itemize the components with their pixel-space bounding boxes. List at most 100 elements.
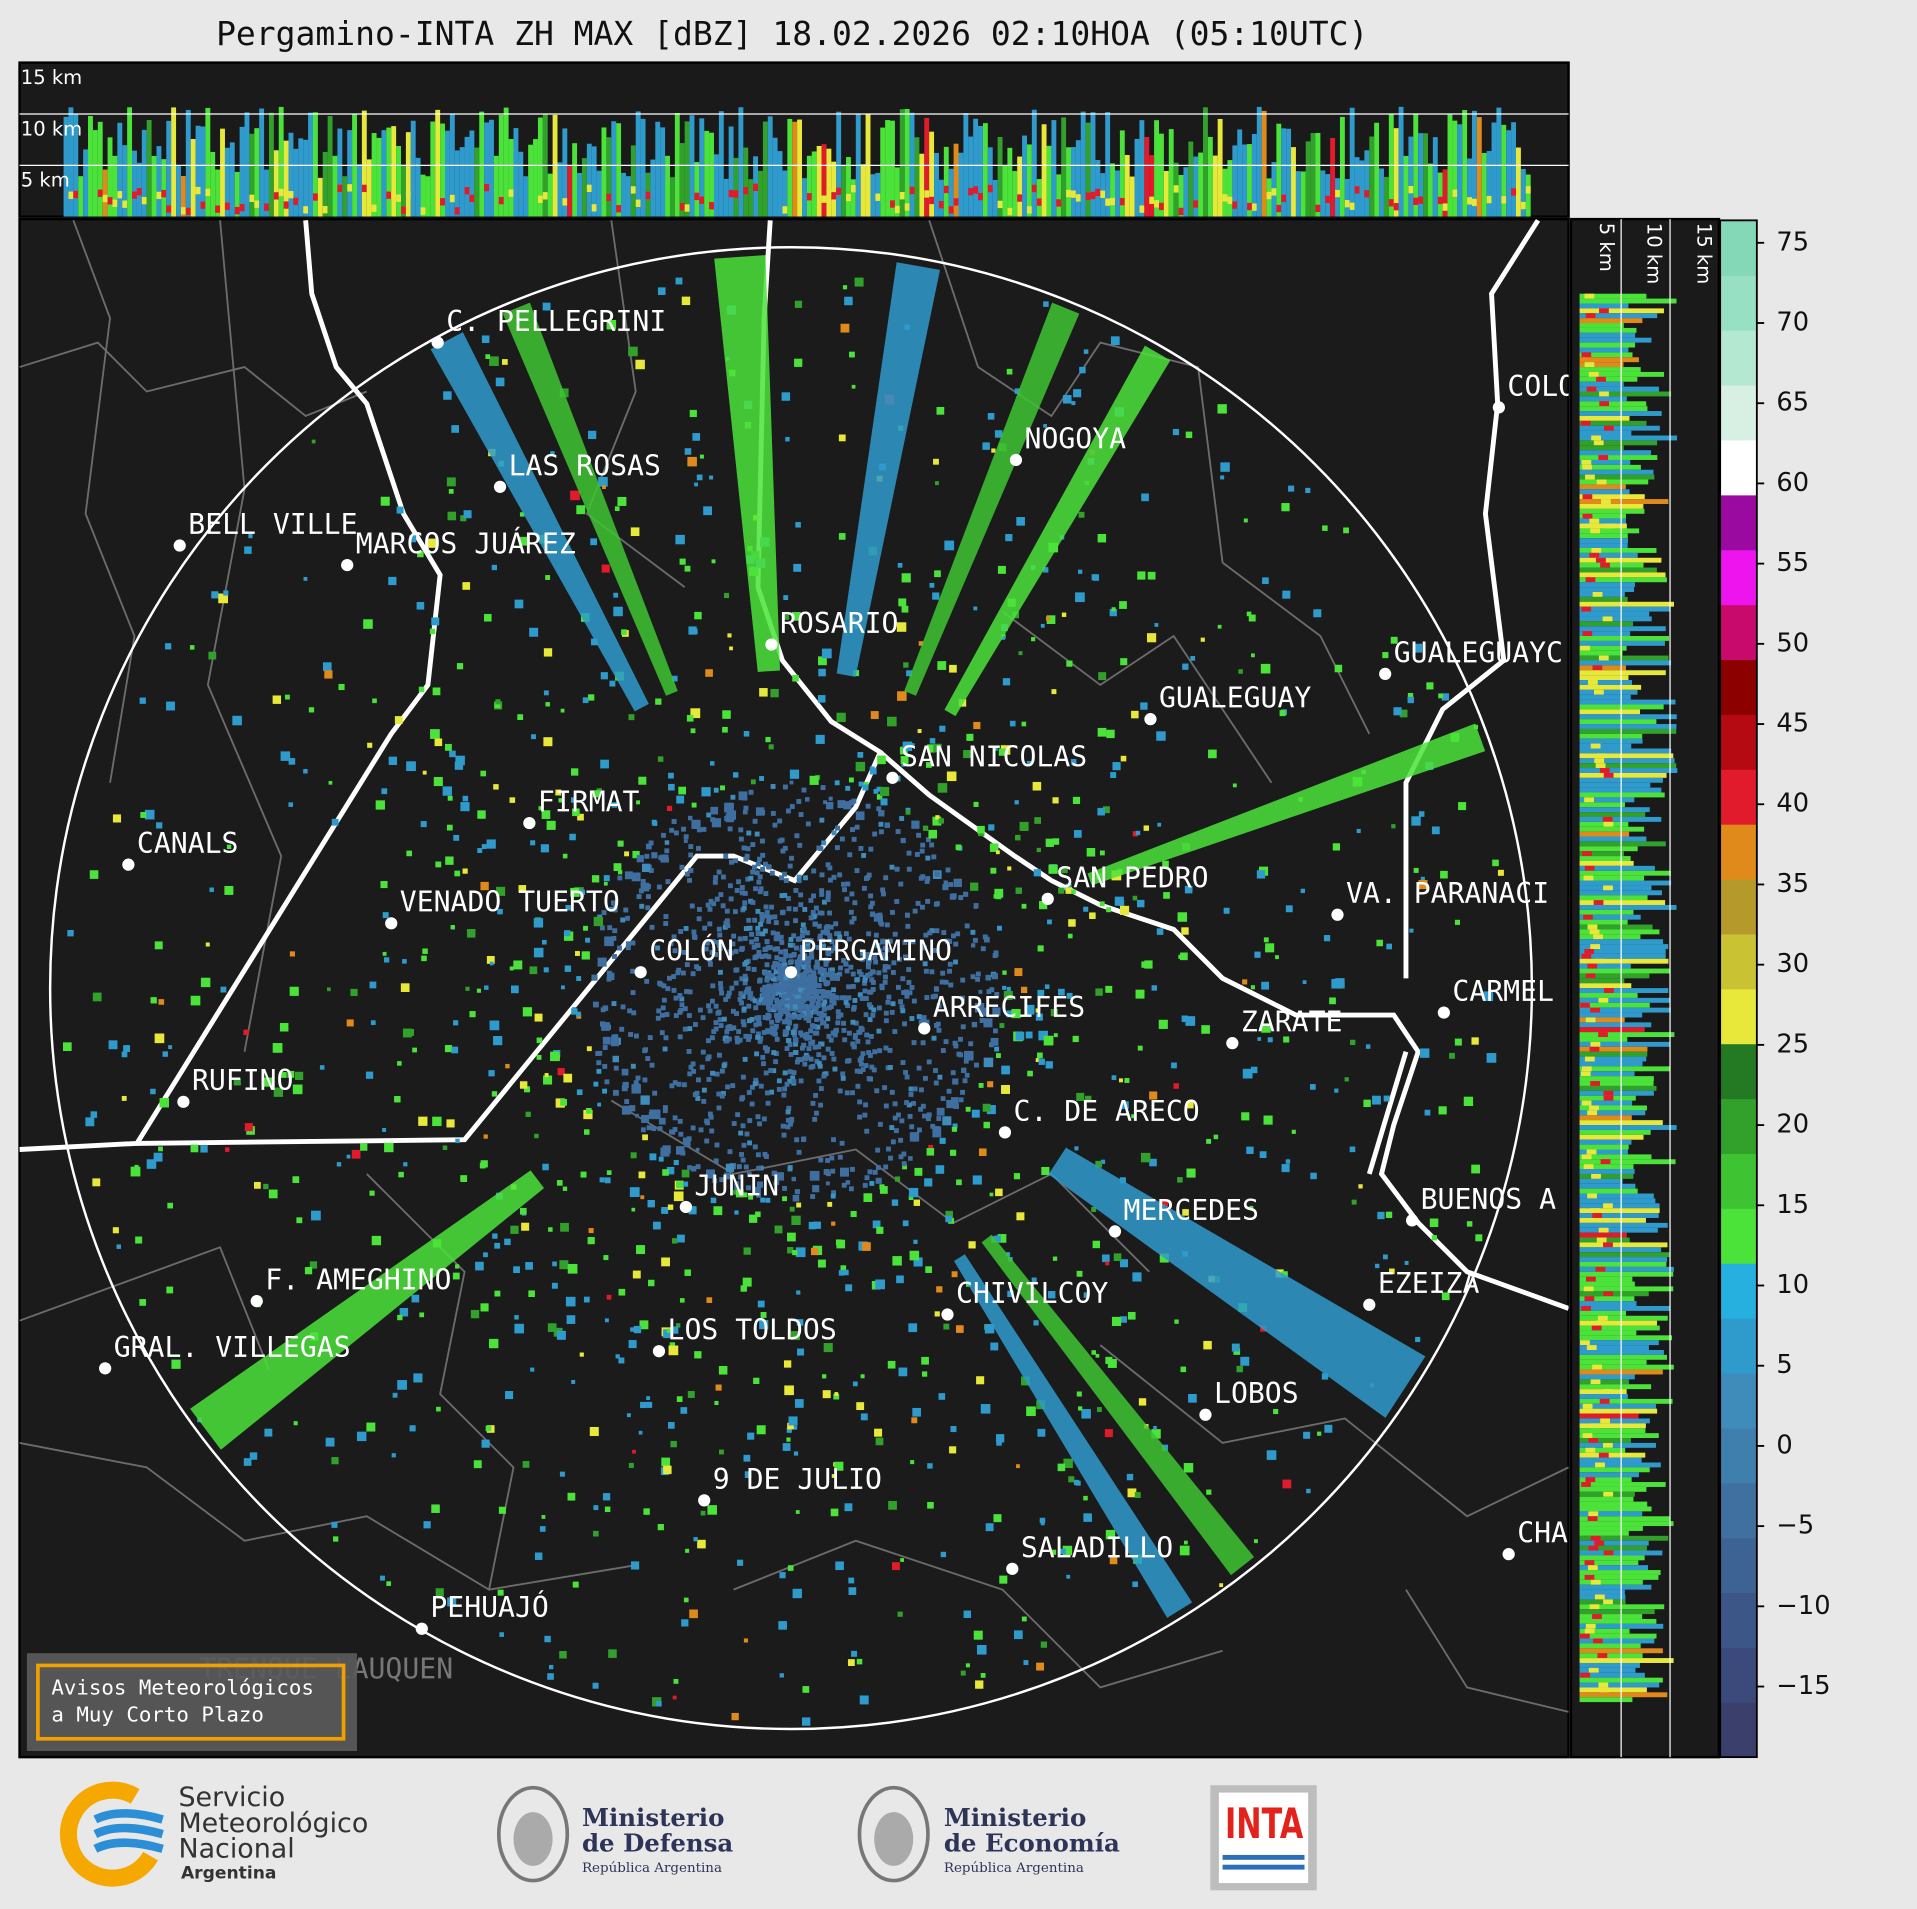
echo [485,354,491,359]
profile-echo [112,155,118,217]
profile-echo [1579,1247,1662,1253]
echo [777,1003,783,1009]
echo [874,913,880,919]
echo [630,940,636,946]
echo [1132,1272,1142,1282]
echo [845,881,851,887]
echo [631,1010,637,1016]
echo [771,1050,777,1056]
profile-echo [699,196,705,204]
echo [1095,1353,1100,1358]
echo [815,945,821,950]
echo [916,1014,922,1019]
logo-text: de Defensa [582,1829,733,1858]
echo [925,855,931,861]
echo [784,920,790,926]
echo [1263,1115,1273,1125]
echo [452,1272,460,1280]
echo [884,922,890,928]
echo [877,1048,883,1054]
echo [661,1457,671,1467]
profile-echo [1579,1633,1657,1639]
echo [593,1530,599,1537]
logo-text: Ministerio [582,1803,724,1832]
profile-echo [880,127,886,217]
echo [770,810,776,816]
echo [834,780,840,786]
echo [756,1181,764,1188]
echo [868,893,874,899]
echo [1441,693,1450,701]
echo [469,1011,476,1018]
profile-echo [826,189,832,197]
echo [855,811,865,821]
echo [602,485,606,490]
echo [1073,389,1082,398]
echo [810,1063,816,1069]
echo [872,1220,881,1229]
colorbar-segment [1720,604,1757,661]
echo [833,921,839,927]
profile-echo [1579,875,1645,881]
profile-echo [278,106,284,217]
echo [857,992,863,998]
profile-echo [1105,112,1111,217]
echo [665,986,671,992]
echo [701,1098,707,1104]
echo [794,833,800,839]
echo [671,675,678,682]
city-label: GUALEGUAY [1159,682,1311,715]
profile-echo [1579,582,1635,588]
echo [833,1393,840,1400]
echo [727,883,733,889]
profile-echo [1579,1638,1655,1644]
echo [1110,336,1120,346]
profile-echo [1603,772,1614,778]
warning-box-frame [36,1663,346,1741]
profile-echo [1579,1164,1634,1170]
city-dot [1405,1214,1419,1227]
echo [858,845,864,851]
echo [793,1451,799,1456]
echo [92,992,102,1002]
echo [986,989,992,994]
profile-echo [850,179,856,217]
echo [817,695,826,703]
profile-echo [537,195,543,203]
profile-echo [1579,401,1647,407]
echo [431,1504,440,1513]
echo [827,877,833,883]
echo [795,993,801,999]
echo [890,970,896,975]
echo [694,1351,702,1359]
echo [795,936,801,942]
echo [85,1117,95,1127]
echo [1091,1207,1097,1213]
echo [733,948,739,954]
echo [484,613,492,622]
echo [403,1162,408,1167]
echo [1323,935,1331,942]
echo [150,1088,156,1095]
echo [996,1440,1002,1446]
echo [707,1111,713,1117]
echo [1365,1044,1371,1049]
profile-echo [410,120,416,217]
echo [911,1417,918,1424]
echo [621,629,627,635]
echo [447,511,457,521]
echo [810,1039,816,1045]
echo [745,846,751,852]
echo [701,787,711,797]
profile-echo [1178,207,1184,216]
echo [770,930,776,936]
profile-echo [601,127,607,217]
echo [322,662,332,671]
echo [542,302,551,311]
profile-echo [586,143,592,217]
echo [808,1009,814,1015]
profile-echo [1579,396,1627,402]
echo [1238,669,1243,674]
echo [1105,1356,1113,1364]
profile-echo [1582,494,1593,500]
